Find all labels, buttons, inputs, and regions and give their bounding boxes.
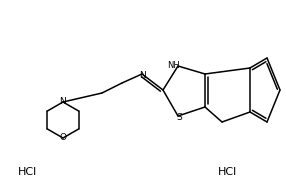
Text: O: O bbox=[59, 133, 67, 142]
Text: S: S bbox=[176, 113, 182, 122]
Text: NH: NH bbox=[168, 60, 180, 70]
Text: HCl: HCl bbox=[18, 167, 37, 177]
Text: N: N bbox=[59, 98, 66, 107]
Text: HCl: HCl bbox=[218, 167, 237, 177]
Text: N: N bbox=[139, 70, 145, 79]
